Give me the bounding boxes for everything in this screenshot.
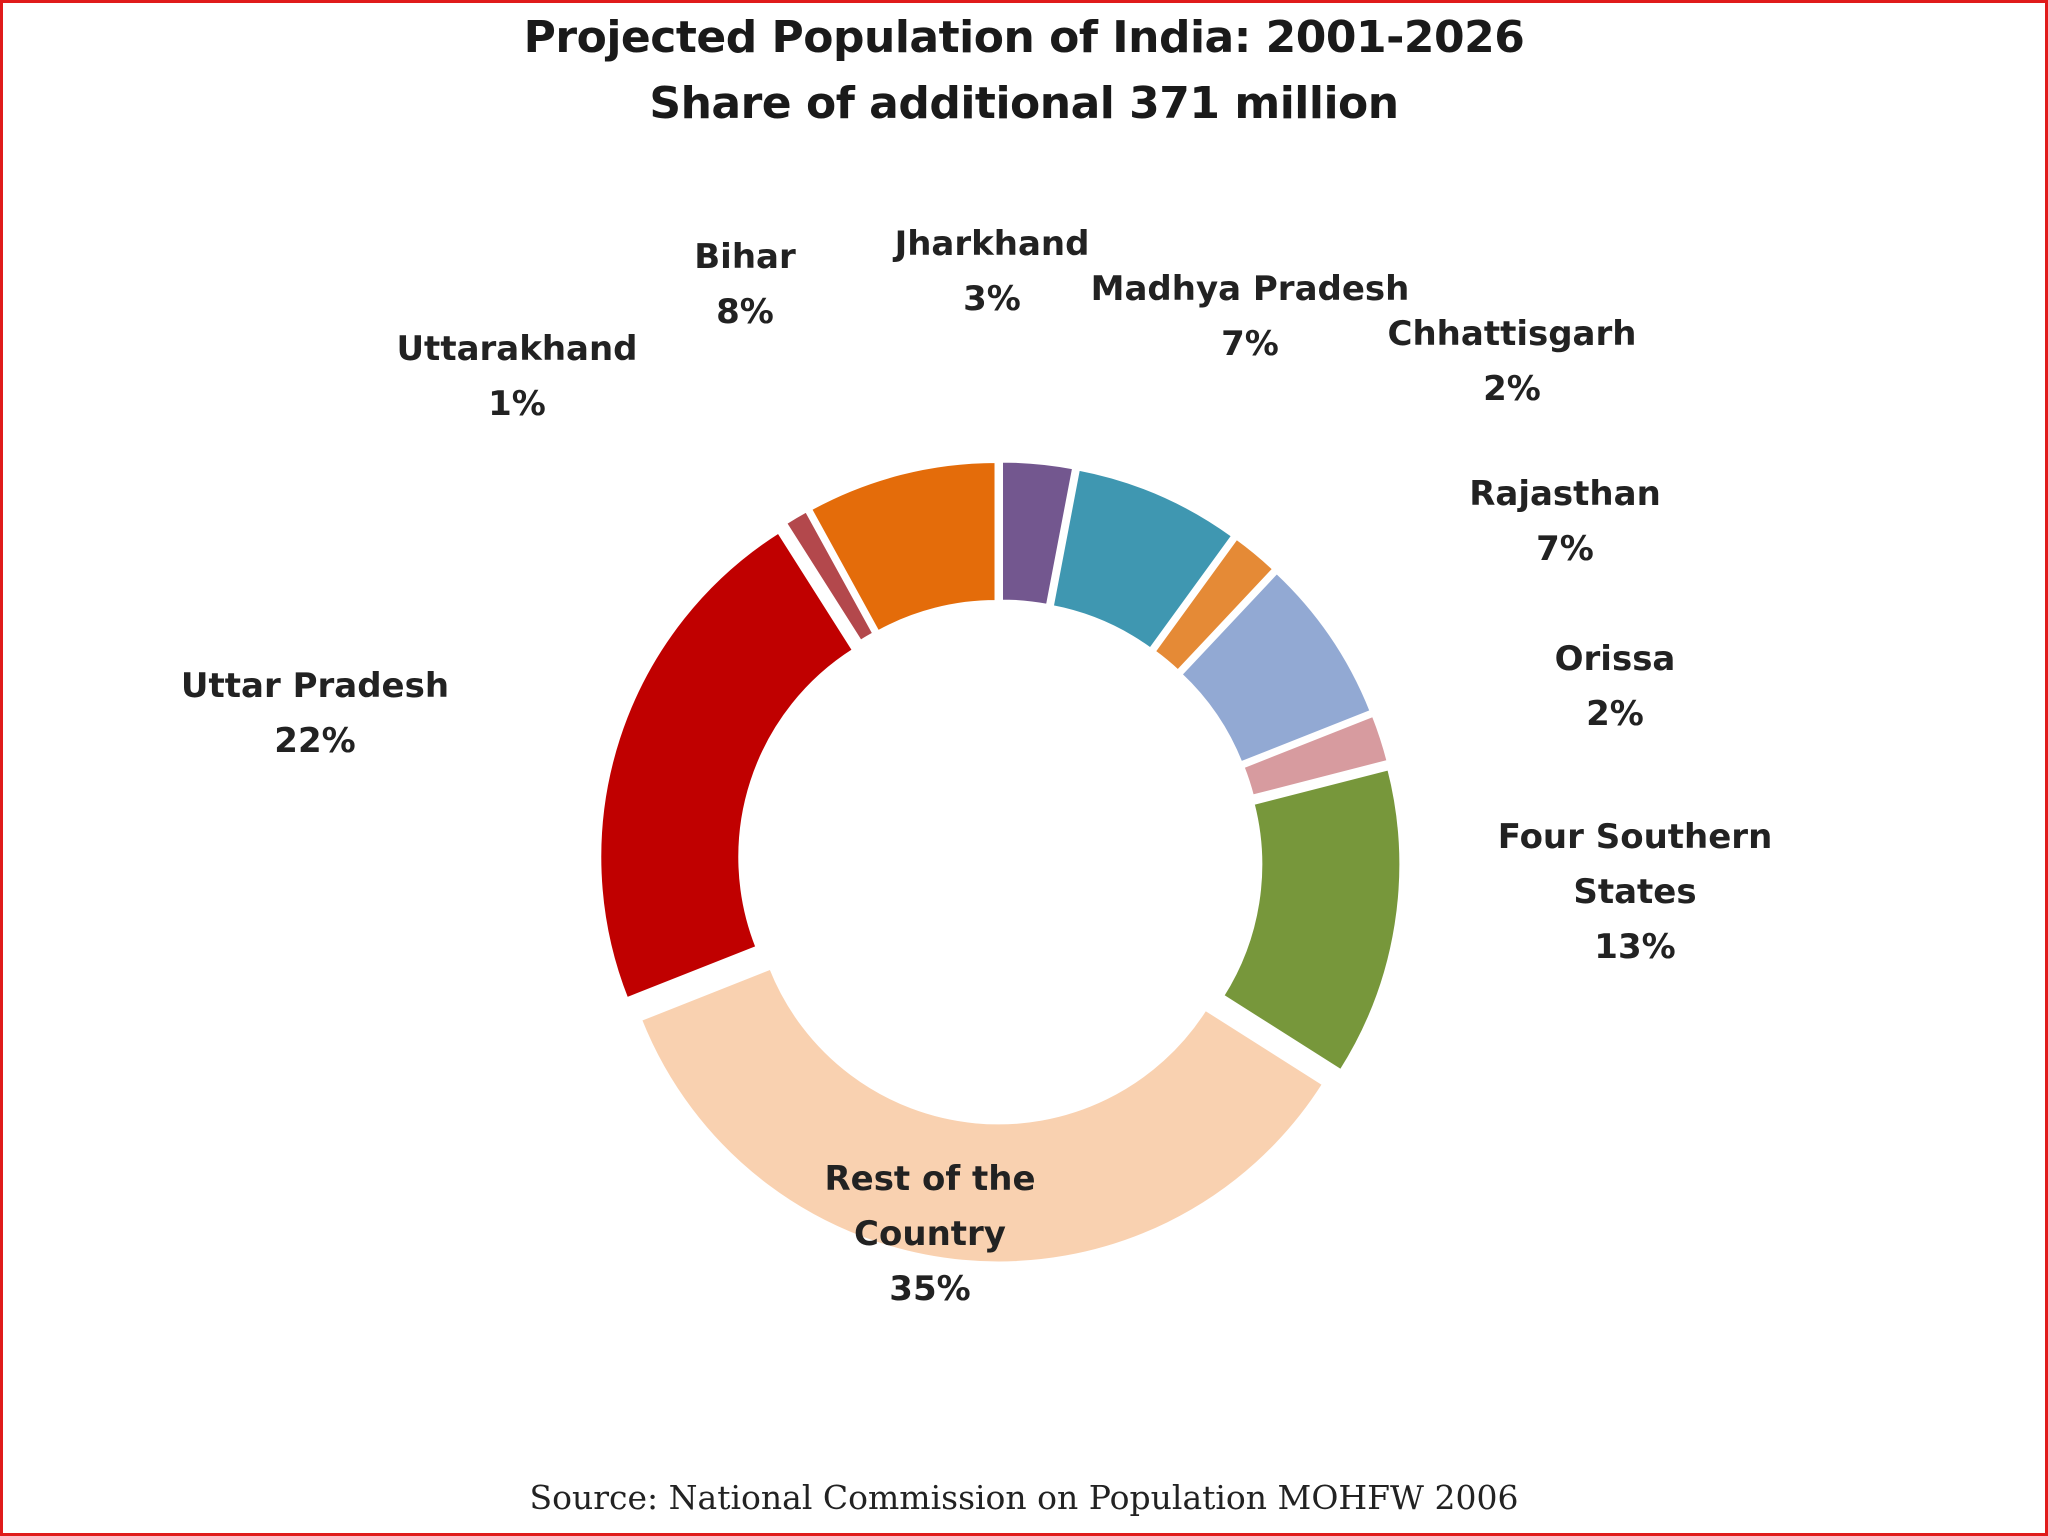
slice-madhya-pradesh [1050,467,1235,652]
slice-name-label: Chhattisgarh [1388,314,1637,354]
slice-name-label: Jharkhand [893,224,1090,264]
slice-percent-label: 1% [488,384,546,424]
slice-name-label: Orissa [1555,639,1676,679]
slice-name-label: Uttarakhand [396,329,637,369]
slice-name-label: Bihar [694,237,796,277]
slice-label-uttar-pradesh: Uttar Pradesh 22% [181,666,449,761]
slice-percent-label: 2% [1586,694,1644,734]
slice-percent-label: 7% [1221,324,1279,364]
slice-four-southern-states [1220,766,1403,1073]
slice-label-orissa: Orissa 2% [1555,639,1676,734]
slices-layer [598,459,1403,1265]
slice-name-label: Rest of the [824,1159,1035,1199]
slice-name-label: Country [854,1214,1006,1254]
slice-name-label: Uttar Pradesh [181,666,449,706]
slice-rajasthan [1178,570,1374,765]
slice-percent-label: 8% [716,292,774,332]
slice-name-label: Rajasthan [1469,474,1661,514]
slice-name-label: Four Southern [1498,817,1773,857]
slice-bihar [808,460,998,634]
slice-chhattisgarh [1152,536,1276,674]
source-note: Source: National Commission on Populatio… [529,1478,1519,1517]
slice-uttar-pradesh [598,529,856,1001]
slice-name-label: States [1573,872,1696,912]
slice-percent-label: 35% [889,1269,970,1309]
slice-label-bihar: Bihar 8% [694,237,796,332]
slice-label-jharkhand: Jharkhand 3% [893,224,1090,319]
slice-jharkhand [1000,459,1076,608]
slice-percent-label: 22% [274,721,355,761]
slice-name-label: Madhya Pradesh [1091,269,1410,309]
slice-percent-label: 13% [1594,927,1675,967]
slice-label-rajasthan: Rajasthan 7% [1469,474,1661,569]
slice-label-madhya-pradesh: Madhya Pradesh 7% [1091,269,1410,364]
slice-percent-label: 3% [963,279,1021,319]
slice-orissa [1241,713,1390,798]
labels-layer: Jharkhand 3% Madhya Pradesh 7% Chhattisgarh 2… [181,224,1772,1309]
slice-label-uttarakhand: Uttarakhand 1% [396,329,637,424]
slice-label-four-southern-states: Four Southern States 13% [1498,817,1773,967]
chart-title: Projected Population of India: 2001-2026 [523,12,1525,63]
slice-uttarakhand [783,508,876,644]
slice-label-rest-of-the-country: Rest of the Country 35% [824,1159,1035,1309]
slice-percent-label: 7% [1536,529,1594,569]
slice-label-chhattisgarh: Chhattisgarh 2% [1388,314,1637,409]
slice-rest-of-the-country [638,966,1326,1265]
chart-subtitle: Share of additional 371 million [649,78,1399,129]
slice-percent-label: 2% [1483,369,1541,409]
